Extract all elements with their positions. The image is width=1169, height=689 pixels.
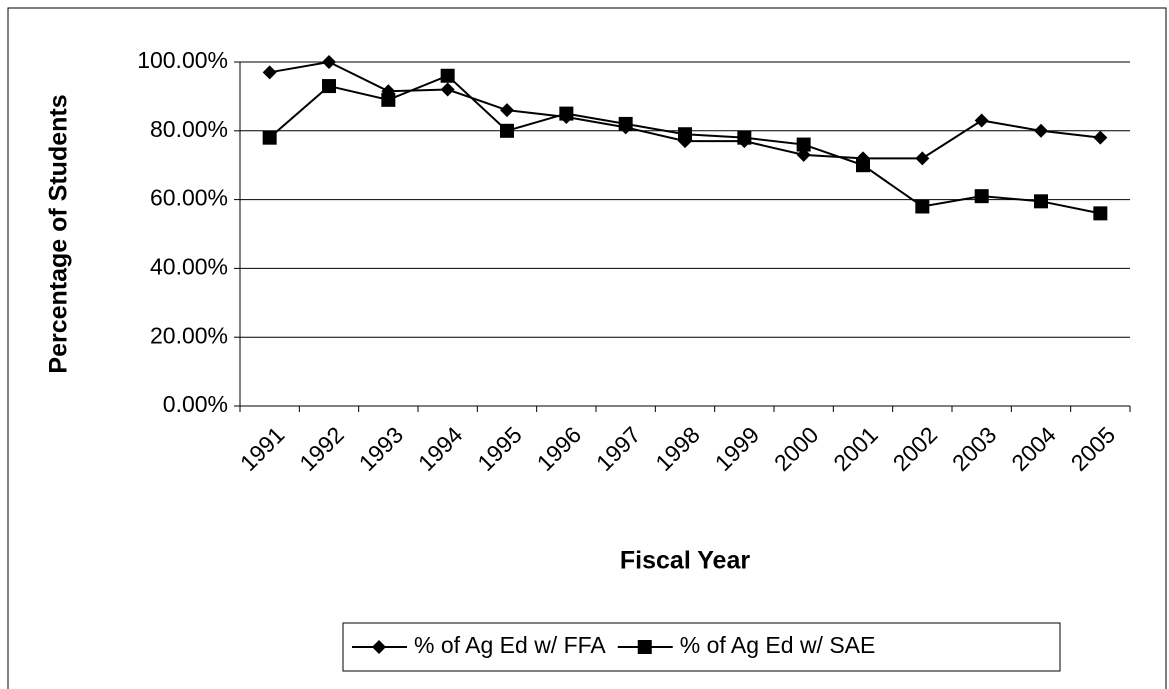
y-tick-label: 40.00% <box>150 253 228 279</box>
legend-label: % of Ag Ed w/ SAE <box>680 632 876 658</box>
marker-diamond <box>440 82 455 97</box>
x-tick-label: 1994 <box>413 421 468 476</box>
marker-square <box>1034 194 1048 209</box>
x-tick-label: 1998 <box>650 421 705 476</box>
marker-diamond <box>1034 123 1048 138</box>
y-axis-title: Percentage of Students <box>45 94 73 373</box>
marker-square <box>637 640 652 654</box>
y-tick-label: 20.00% <box>150 322 228 348</box>
y-tick-label: 80.00% <box>150 116 228 142</box>
x-tick-label: 2002 <box>888 421 943 476</box>
marker-square <box>856 158 870 173</box>
marker-square <box>440 68 455 83</box>
marker-diamond <box>500 103 514 118</box>
y-tick-label: 60.00% <box>150 185 228 211</box>
marker-diamond <box>322 55 336 69</box>
x-tick-label: 1993 <box>354 421 409 476</box>
x-tick-label: 1991 <box>235 421 290 476</box>
marker-square <box>262 130 277 145</box>
x-tick-label: 2005 <box>1066 421 1121 476</box>
marker-diamond <box>262 65 277 80</box>
x-axis-title: Fiscal Year <box>620 547 750 575</box>
marker-square <box>974 189 989 204</box>
marker-square <box>796 137 811 152</box>
x-tick-label: 1999 <box>710 421 765 476</box>
x-tick-label: 1996 <box>532 421 587 476</box>
x-tick-label: 2003 <box>947 421 1002 476</box>
marker-square <box>500 123 514 138</box>
marker-square <box>678 127 692 142</box>
x-tick-label: 1997 <box>591 421 646 476</box>
marker-square <box>1093 206 1108 221</box>
marker-square <box>322 79 336 94</box>
x-tick-label: 2001 <box>828 421 883 476</box>
marker-square <box>915 199 930 214</box>
chart-frame <box>7 7 1167 689</box>
marker-square <box>618 116 633 131</box>
marker-square <box>381 92 396 107</box>
y-tick-label: 0.00% <box>163 391 228 417</box>
x-tick-label: 1995 <box>472 421 527 476</box>
marker-square <box>559 106 574 121</box>
legend-box <box>342 622 1061 672</box>
marker-diamond <box>372 640 386 654</box>
y-tick-label: 100.00% <box>137 47 228 73</box>
legend-label: % of Ag Ed w/ FFA <box>414 632 606 658</box>
x-tick-label: 1992 <box>294 421 349 476</box>
x-tick-label: 2004 <box>1006 421 1061 476</box>
x-tick-label: 2000 <box>769 421 824 476</box>
marker-diamond <box>1093 130 1108 145</box>
marker-diamond <box>915 151 930 166</box>
marker-diamond <box>974 113 989 128</box>
marker-square <box>737 130 752 145</box>
